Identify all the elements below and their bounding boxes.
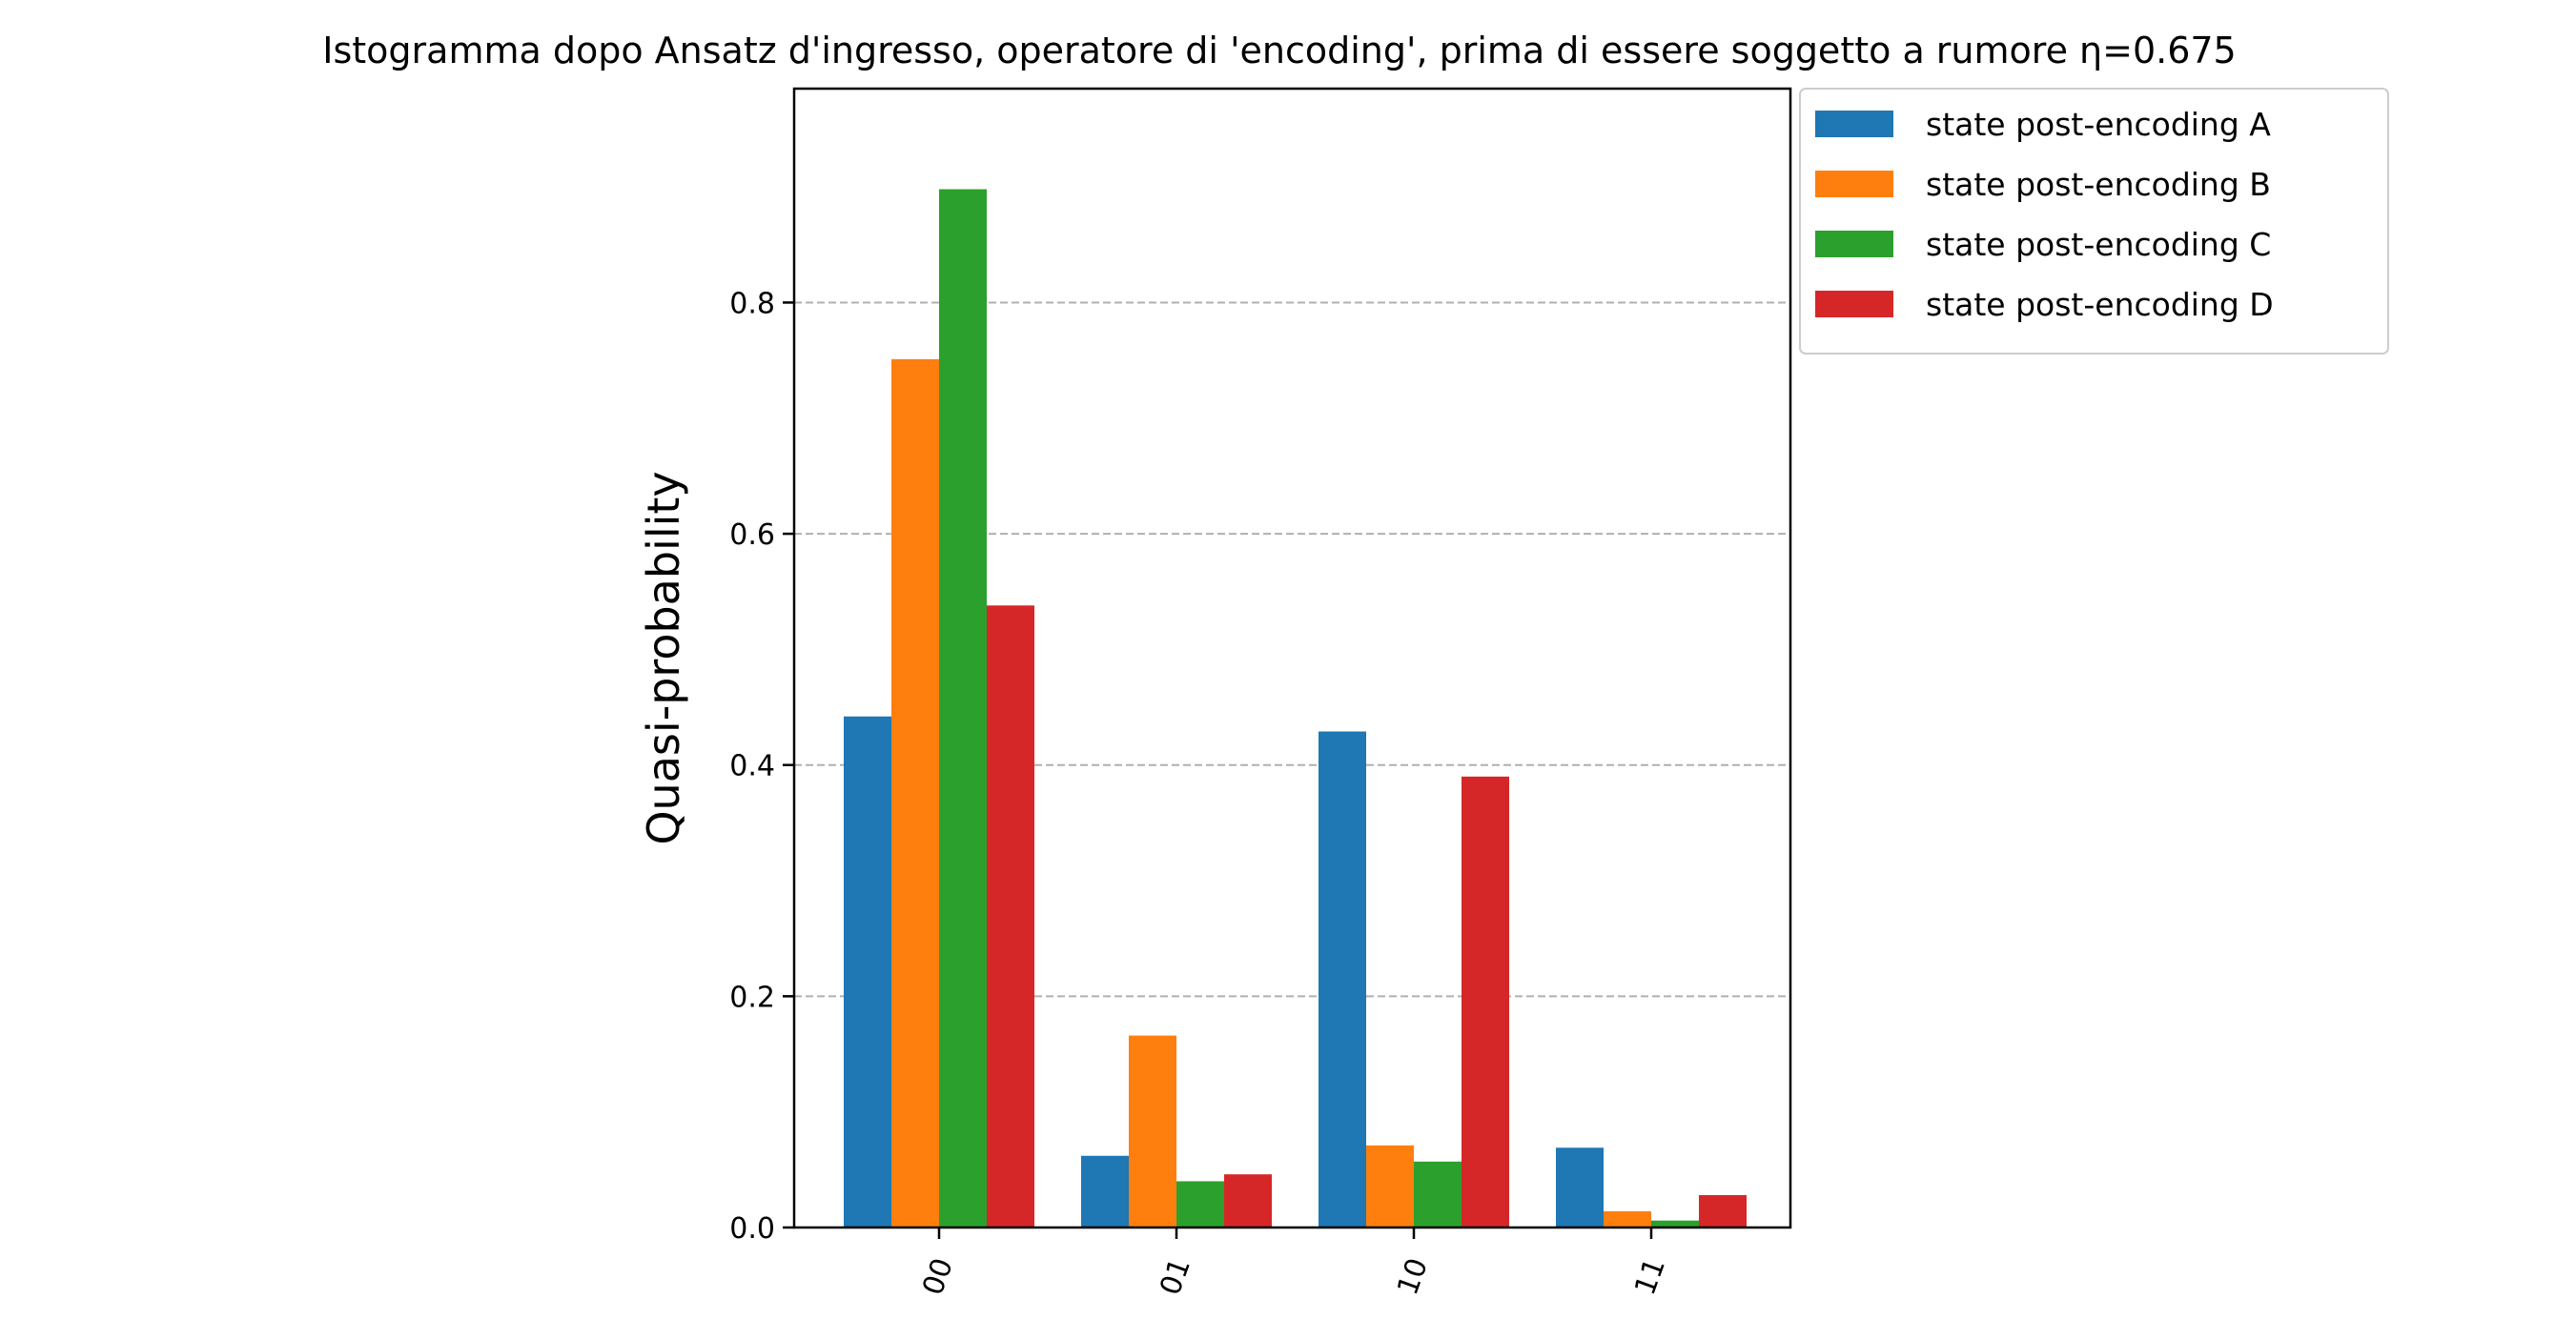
y-tick-label: 0.4 (729, 750, 775, 783)
legend: state post-encoding A state post-encoding… (1799, 88, 2389, 355)
y-tick-label: 0.8 (729, 287, 775, 320)
bar-01-b (1129, 1035, 1176, 1227)
bar-01-d (1224, 1174, 1272, 1227)
y-tick-label: 0.0 (729, 1212, 775, 1246)
legend-label: state post-encoding A (1926, 106, 2271, 143)
legend-swatch (1815, 231, 1893, 257)
bar-10-a (1319, 731, 1366, 1227)
bar-00-b (891, 358, 939, 1228)
x-axis: 00 01 10 11 (916, 1227, 1672, 1300)
bar-11-a (1556, 1147, 1604, 1227)
chart-title: Istogramma dopo Ansatz d'ingresso, opera… (322, 30, 2236, 71)
bar-11-c (1651, 1220, 1699, 1227)
bar-01-c (1176, 1181, 1224, 1227)
bar-00-d (987, 605, 1034, 1227)
bar-00-a (844, 716, 891, 1227)
y-axis-label: Quasi-probability (638, 471, 689, 844)
x-tick-label: 10 (1391, 1254, 1435, 1300)
bar-00-c (939, 189, 987, 1227)
x-tick-label: 01 (1154, 1254, 1197, 1300)
legend-swatch (1815, 171, 1893, 197)
plot-frame (792, 87, 1792, 1229)
legend-label: state post-encoding D (1926, 286, 2274, 323)
y-tick-label: 0.2 (729, 981, 775, 1014)
y-axis: 0.0 0.2 0.4 0.6 0.8 (729, 287, 794, 1246)
bar-01-a (1081, 1155, 1129, 1227)
bar-11-d (1699, 1195, 1747, 1227)
bar-10-c (1414, 1161, 1462, 1227)
legend-label: state post-encoding C (1926, 226, 2271, 263)
legend-swatch (1815, 291, 1893, 317)
bar-11-b (1604, 1211, 1651, 1227)
x-tick-label: 00 (916, 1254, 960, 1300)
legend-swatch (1815, 111, 1893, 137)
legend-box (1799, 88, 2389, 355)
bars (844, 189, 1747, 1228)
x-tick-label: 11 (1628, 1254, 1672, 1300)
bar-10-b (1366, 1145, 1414, 1227)
y-tick-label: 0.6 (729, 518, 775, 552)
legend-label: state post-encoding B (1926, 166, 2271, 203)
bar-10-d (1462, 776, 1509, 1227)
